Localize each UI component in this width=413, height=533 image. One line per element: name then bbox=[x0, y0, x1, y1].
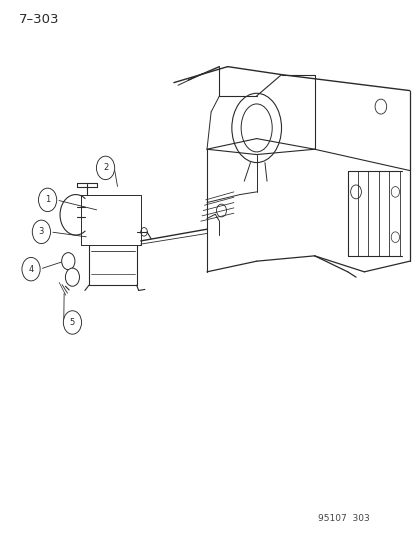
Circle shape bbox=[96, 156, 114, 180]
Circle shape bbox=[32, 220, 50, 244]
Circle shape bbox=[65, 268, 79, 286]
Text: 95107  303: 95107 303 bbox=[317, 514, 368, 523]
Text: 7–303: 7–303 bbox=[19, 13, 59, 26]
Circle shape bbox=[63, 311, 81, 334]
Text: 3: 3 bbox=[39, 228, 44, 236]
Circle shape bbox=[22, 257, 40, 281]
Circle shape bbox=[38, 188, 57, 212]
Circle shape bbox=[62, 253, 75, 270]
Text: 4: 4 bbox=[28, 265, 33, 273]
Text: 2: 2 bbox=[103, 164, 108, 172]
Text: 1: 1 bbox=[45, 196, 50, 204]
Text: 5: 5 bbox=[70, 318, 75, 327]
